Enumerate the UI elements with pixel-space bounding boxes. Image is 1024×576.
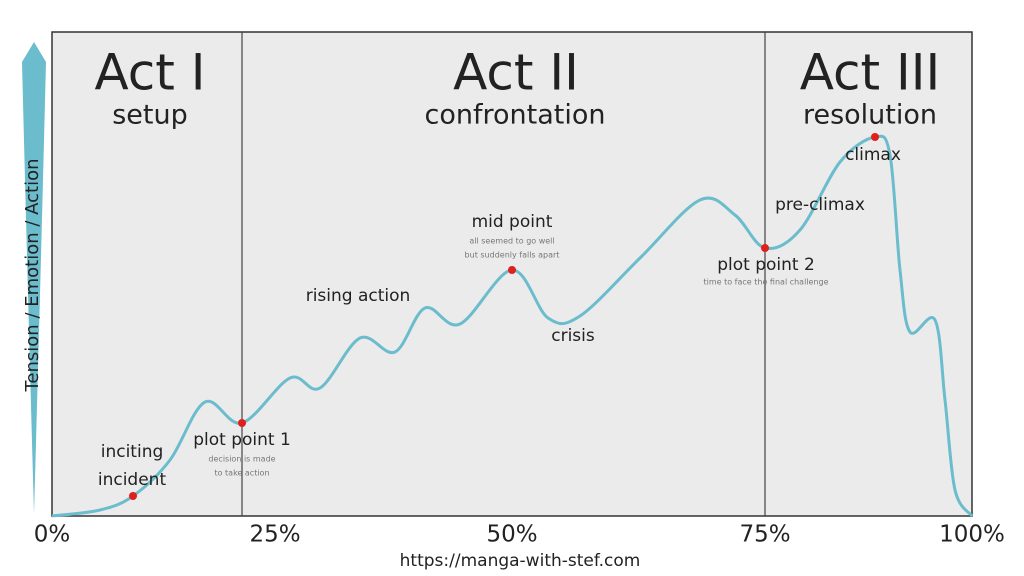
annotation-note: but suddenly falls apart: [465, 251, 560, 260]
x-tick-label: 25%: [249, 522, 300, 548]
y-axis-label: Tension / Emotion / Action: [22, 158, 43, 392]
x-tick-label: 50%: [486, 522, 537, 548]
act-subtitle: resolution: [803, 100, 937, 131]
annotation: pre-climax: [775, 195, 865, 215]
annotation: plot point 2: [717, 255, 815, 275]
point: [761, 244, 769, 252]
url: https://manga-with-stef.com: [400, 551, 641, 571]
x-tick-label: 75%: [739, 522, 790, 548]
act-title: Act III: [800, 44, 941, 102]
point: [129, 492, 137, 500]
annotation-note: decision is made: [208, 455, 275, 464]
annotation: incident: [98, 470, 167, 490]
act-subtitle: setup: [112, 100, 188, 131]
x-tick-label: 100%: [939, 522, 1005, 548]
annotation: rising action: [306, 286, 411, 306]
x-tick-label: 0%: [34, 522, 71, 548]
annotation: climax: [845, 145, 901, 165]
point: [871, 133, 879, 141]
act-subtitle: confrontation: [425, 100, 606, 131]
annotation: crisis: [551, 326, 595, 346]
annotation: plot point 1: [193, 430, 291, 450]
tension-arrow: [22, 42, 46, 514]
point: [238, 419, 246, 427]
act-title: Act II: [453, 44, 579, 102]
annotation: mid point: [472, 212, 553, 232]
annotation: inciting: [101, 442, 164, 462]
point: [508, 266, 516, 274]
key-points: [129, 133, 879, 500]
annotation-note: all seemed to go well: [469, 237, 554, 246]
annotation-note: to take action: [214, 469, 269, 478]
annotation-note: time to face the final challenge: [703, 278, 828, 287]
act-title: Act I: [94, 44, 205, 102]
